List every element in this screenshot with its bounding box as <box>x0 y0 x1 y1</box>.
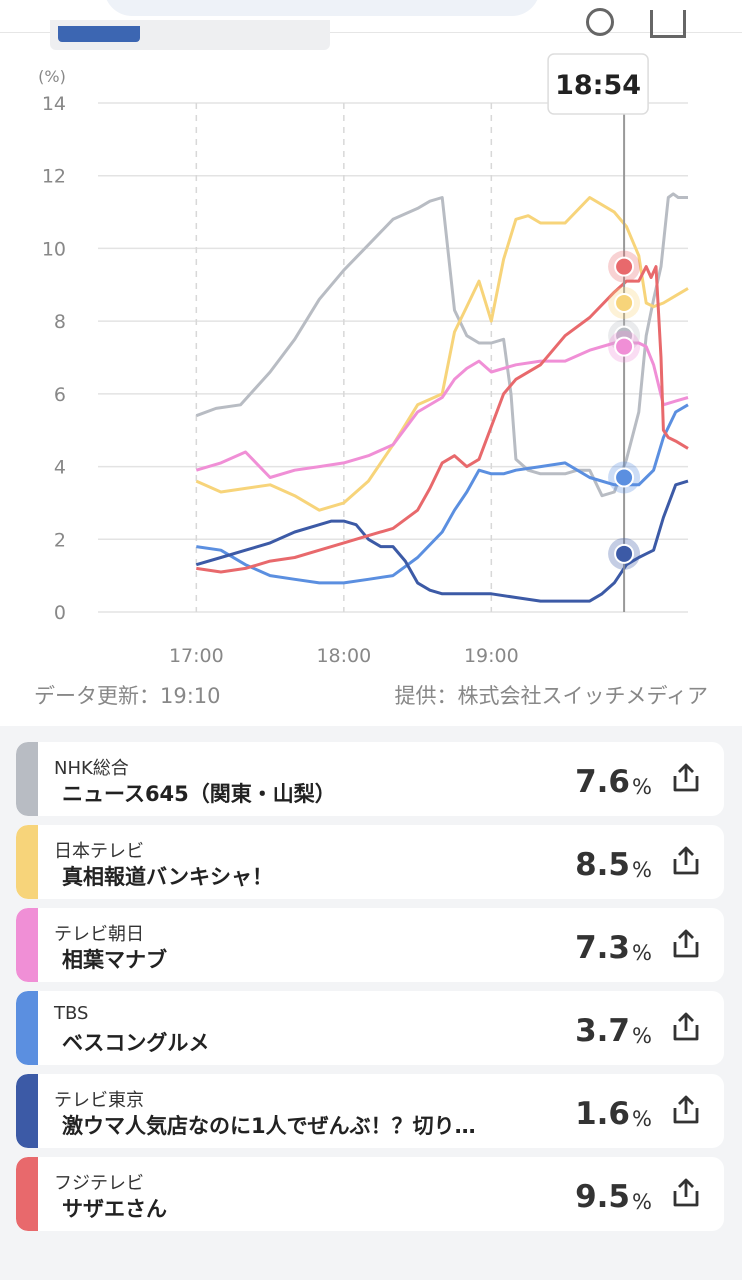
series-line-1 <box>195 196 689 512</box>
marker-point <box>614 292 635 313</box>
rating-unit: % <box>632 1107 652 1131</box>
y-axis-label: (%) <box>38 67 66 86</box>
marker-point <box>614 256 635 277</box>
channel-color-bar <box>16 742 38 816</box>
rating-value: 9.5 <box>575 1179 630 1215</box>
ratings-chart[interactable]: 0 2 4 6 8 10 12 14 (%) 17:00 18:00 19:00 18:54 <box>0 40 742 680</box>
series-line-4 <box>195 479 689 603</box>
share-icon[interactable] <box>670 1177 702 1209</box>
channel-card[interactable]: 日本テレビ 真相報道バンキシャ！ 8.5 % <box>16 825 724 899</box>
channel-card[interactable]: テレビ東京 激ウマ人気店なのに1人でぜんぶ！？切り… 1.6 % <box>16 1074 724 1148</box>
y-tick-label: 0 <box>54 602 66 624</box>
y-tick-label: 6 <box>54 384 66 406</box>
cursor-tooltip <box>547 53 649 115</box>
tab-active-indicator[interactable] <box>58 26 140 42</box>
share-icon[interactable] <box>670 1011 702 1043</box>
rating-unit: % <box>632 775 652 799</box>
program-title: ニュース645（関東・山梨） <box>62 782 336 806</box>
rating-unit: % <box>632 858 652 882</box>
channel-card[interactable]: TBS ベスコングルメ 3.7 % <box>16 991 724 1065</box>
channel-card[interactable]: NHK総合 ニュース645（関東・山梨） 7.6 % <box>16 742 724 816</box>
channel-card[interactable]: テレビ朝日 相葉マナブ 7.3 % <box>16 908 724 982</box>
marker-point <box>614 467 635 488</box>
channel-name: テレビ朝日 <box>54 924 144 945</box>
channel-name: NHK総合 <box>54 758 129 779</box>
rating-unit: % <box>632 941 652 965</box>
y-tick-label: 2 <box>54 529 66 551</box>
channel-name: テレビ東京 <box>54 1090 144 1111</box>
y-tick-label: 8 <box>54 311 66 333</box>
channel-color-bar <box>16 991 38 1065</box>
channel-name: 日本テレビ <box>54 841 144 862</box>
program-title: 激ウマ人気店なのに1人でぜんぶ！？切り… <box>62 1114 476 1138</box>
y-tick-label: 14 <box>42 93 66 115</box>
program-title: 相葉マナブ <box>62 948 167 972</box>
rating-value: 8.5 <box>575 847 630 883</box>
channel-color-bar <box>16 908 38 982</box>
series-line-0 <box>195 192 688 498</box>
marker-point <box>614 543 635 564</box>
program-title: ベスコングルメ <box>62 1031 210 1055</box>
share-icon[interactable] <box>670 928 702 960</box>
x-tick-label: 18:00 <box>316 645 371 667</box>
share-icon[interactable] <box>670 845 702 877</box>
y-tick-label: 12 <box>42 166 66 188</box>
series-line-3 <box>196 403 689 585</box>
y-tick-label: 10 <box>42 238 66 260</box>
program-title: 真相報道バンキシャ！ <box>62 865 274 889</box>
divider <box>0 32 742 33</box>
rating-value: 1.6 <box>575 1096 630 1132</box>
channel-color-bar <box>16 1157 38 1231</box>
series-line-2 <box>195 341 689 479</box>
rating-unit: % <box>632 1190 652 1214</box>
channel-name: フジテレビ <box>54 1173 144 1194</box>
series-line-5 <box>196 265 689 574</box>
rating-unit: % <box>632 1024 652 1048</box>
channel-color-bar <box>16 1074 38 1148</box>
rating-value: 7.6 <box>575 764 630 800</box>
program-title: サザエさん <box>62 1197 167 1221</box>
rating-value: 3.7 <box>575 1013 630 1049</box>
provider-credit: 提供：株式会社スイッチメディア <box>394 684 708 708</box>
share-icon[interactable] <box>650 10 686 38</box>
channel-card[interactable]: フジテレビ サザエさん 9.5 % <box>16 1157 724 1231</box>
update-time: データ更新：19:10 <box>34 684 221 708</box>
channel-color-bar <box>16 825 38 899</box>
marker-point <box>614 336 635 357</box>
y-tick-label: 4 <box>54 457 66 479</box>
share-icon[interactable] <box>670 1094 702 1126</box>
cursor-time: 18:54 <box>555 70 641 101</box>
clock-icon[interactable] <box>586 8 614 36</box>
channel-name: TBS <box>54 1003 89 1024</box>
rating-value: 7.3 <box>575 930 630 966</box>
search-bar[interactable] <box>104 0 540 16</box>
x-tick-label: 19:00 <box>464 645 519 667</box>
share-icon[interactable] <box>670 762 702 794</box>
x-tick-label: 17:00 <box>169 645 224 667</box>
